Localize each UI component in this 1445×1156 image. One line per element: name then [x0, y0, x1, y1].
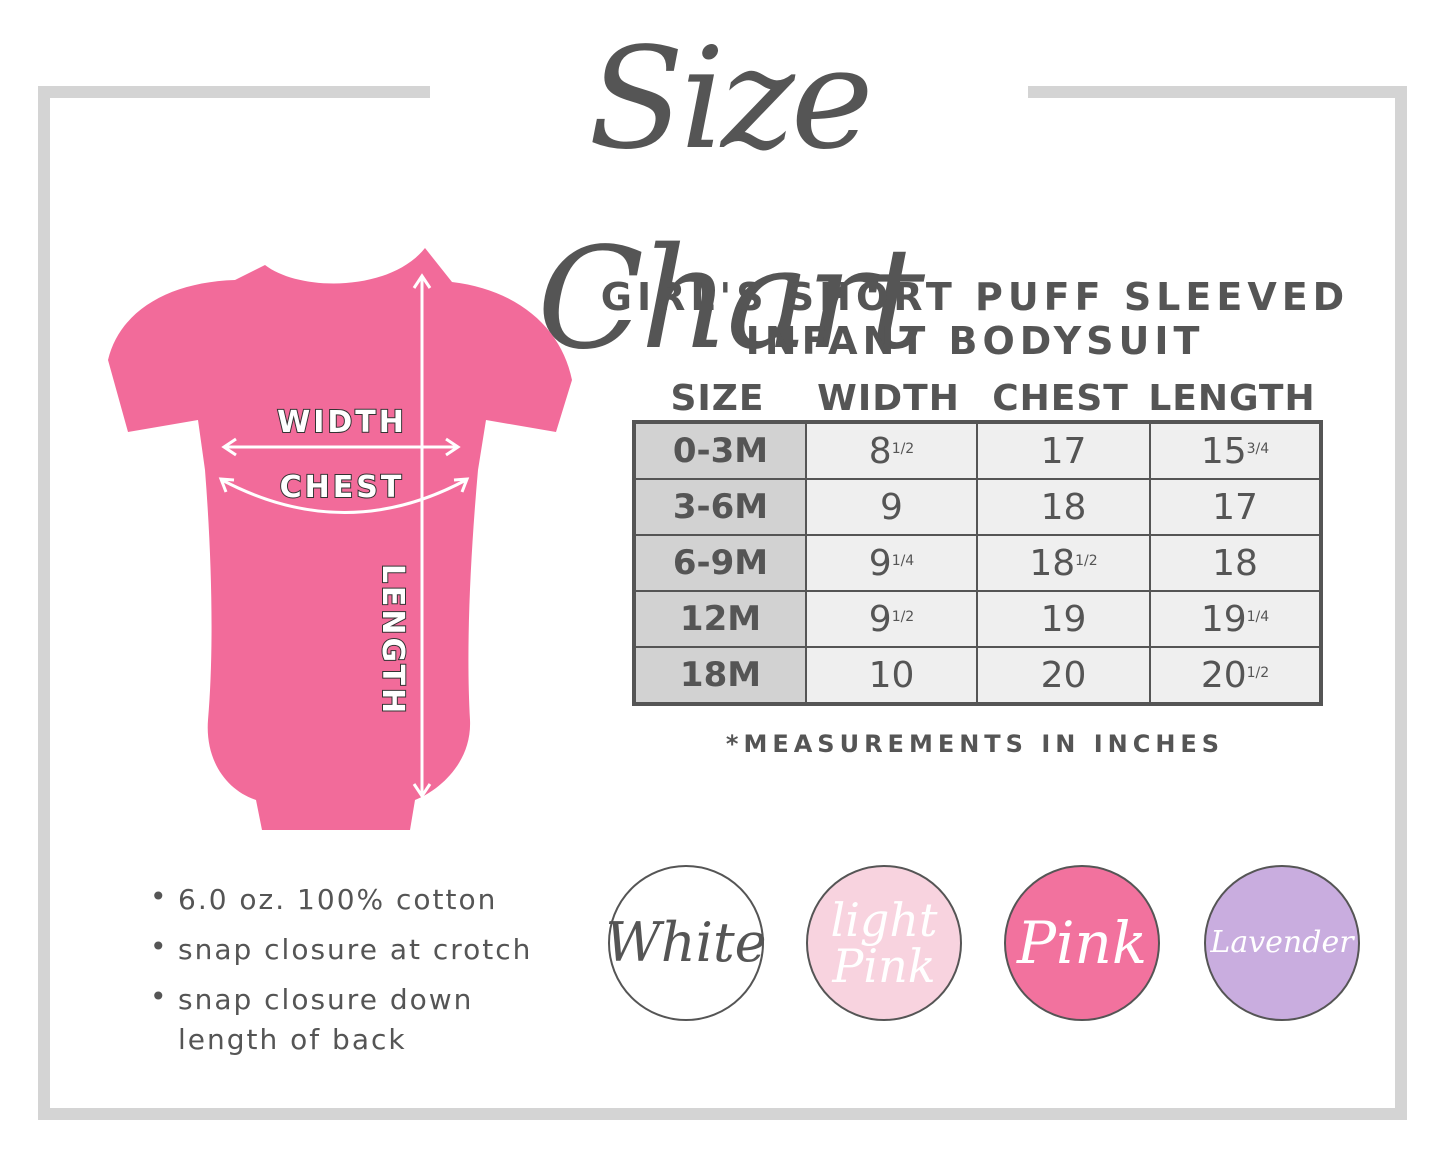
value-cell: 9 1/2 [806, 591, 977, 647]
feature: snap closure down length of back [150, 980, 532, 1060]
value-cell: 18 [1150, 535, 1320, 591]
swatch-pink: Pink [1004, 865, 1160, 1021]
swatch-white: White [605, 865, 767, 1021]
fraction: 1/2 [1246, 665, 1270, 681]
size-cell: 12M [635, 591, 806, 647]
value-cell: 19 1/4 [1150, 591, 1320, 647]
value-cell: 9 1/4 [806, 535, 977, 591]
feature: snap closure at crotch [150, 930, 532, 970]
bodysuit-diagram: WIDTH CHEST LENGTH [108, 248, 572, 830]
column-header: SIZE [670, 378, 765, 419]
product-title: GIRL'S SHORT PUFF SLEEVED INFANT BODYSUI… [600, 275, 1350, 363]
size-cell: 0-3M [635, 423, 806, 479]
whole: 8 [868, 430, 892, 472]
title-line: GIRL'S SHORT PUFF SLEEVED [600, 275, 1350, 319]
feature-line: snap closure at crotch [178, 933, 533, 966]
size-cell: 6-9M [635, 535, 806, 591]
length-label: LENGTH [375, 564, 410, 716]
value-cell: 17 [977, 423, 1150, 479]
value-cell: 9 [806, 479, 977, 535]
swatch-label: White [605, 911, 767, 974]
title: Size Chart [430, 0, 1028, 381]
chest-label: CHEST [280, 470, 405, 505]
fraction: 3/4 [1246, 441, 1270, 457]
feature-line: 6.0 oz. 100% cotton [178, 883, 498, 916]
features: 6.0 oz. 100% cotton snap closure at crotc… [150, 880, 532, 1070]
value-cell: 17 [1150, 479, 1320, 535]
whole: 18 [1029, 542, 1076, 584]
table-body: 0-3M 8 1/2 17 15 3/4 3-6M 9 18 17 6-9M 9 1/4 18 1/2 18 1… [632, 420, 1323, 706]
frame [38, 86, 1407, 1120]
feature-line: length of back [178, 1023, 407, 1056]
fraction: 1/2 [1075, 553, 1098, 569]
swatch-lavender: Lavender [1204, 865, 1360, 1021]
fraction: 1/2 [891, 441, 915, 457]
bodysuit [108, 248, 572, 830]
whole: 15 [1200, 430, 1247, 472]
fraction: 1/4 [891, 553, 915, 569]
size-cell: 18M [635, 647, 806, 703]
fraction: 1/2 [891, 609, 915, 625]
column-header: LENGTH [1148, 378, 1316, 419]
value-cell: 19 [977, 591, 1150, 647]
title-line: INFANT BODYSUIT [745, 319, 1205, 363]
swatch-label: Lavender [1210, 925, 1354, 960]
whole: 20 [1200, 654, 1247, 696]
value-cell: 20 [977, 647, 1150, 703]
value-cell: 15 3/4 [1150, 423, 1320, 479]
swatch-label: Pink [1016, 909, 1148, 977]
swatch-label: light [830, 893, 938, 947]
swatch-label: Pink [832, 939, 936, 993]
value-cell: 8 1/2 [806, 423, 977, 479]
whole: 9 [868, 542, 892, 584]
column-header: CHEST [992, 378, 1129, 419]
value-cell: 18 1/2 [977, 535, 1150, 591]
feature: 6.0 oz. 100% cotton [150, 880, 532, 920]
fraction: 1/4 [1246, 609, 1270, 625]
arrows [218, 273, 470, 799]
size-cell: 3-6M [635, 479, 806, 535]
whole: 19 [1200, 598, 1247, 640]
table-header: SIZE WIDTH CHEST LENGTH [632, 378, 1323, 420]
note: *MEASUREMENTS IN INCHES [725, 730, 1225, 758]
whole: 9 [868, 598, 892, 640]
size-table: SIZE WIDTH CHEST LENGTH 0-3M 8 1/2 17 15 3/4 3-6M… [632, 378, 1323, 706]
value-cell: 10 [806, 647, 977, 703]
feature-line: snap closure down [178, 983, 474, 1016]
width-label: WIDTH [277, 405, 407, 440]
column-header: WIDTH [817, 378, 960, 419]
swatch-light-pink: light Pink [806, 865, 962, 1021]
value-cell: 20 1/2 [1150, 647, 1320, 703]
value-cell: 18 [977, 479, 1150, 535]
